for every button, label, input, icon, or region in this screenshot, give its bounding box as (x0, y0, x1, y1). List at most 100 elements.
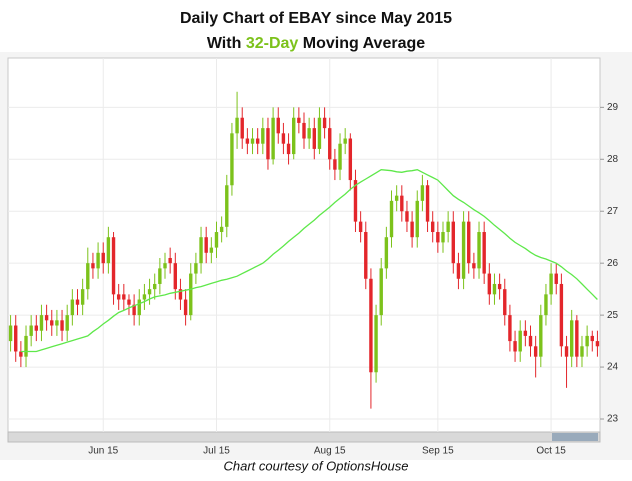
candle-body (153, 283, 157, 290)
candle-body (467, 221, 471, 264)
candle-body (415, 200, 419, 238)
candle-body (554, 273, 558, 284)
candle-body (34, 325, 39, 331)
candle-body (204, 237, 208, 253)
candle-body (86, 263, 90, 290)
candle-body (91, 263, 95, 269)
candle-body (281, 133, 286, 144)
candle-body (564, 346, 569, 357)
y-tick-label: 28 (607, 154, 619, 165)
candle-body (189, 273, 193, 316)
candle-body (127, 299, 131, 305)
candle-body (240, 117, 244, 139)
candle-body (24, 335, 28, 357)
candle-body (158, 268, 162, 284)
candle-body (497, 283, 502, 290)
candle-body (575, 320, 579, 357)
candle-body (75, 299, 80, 305)
x-tick-label: Aug 15 (314, 446, 346, 457)
candle-body (286, 143, 291, 155)
candle-body (96, 252, 100, 269)
candle-body (446, 221, 450, 233)
candle-body (235, 117, 239, 134)
candle-body (513, 341, 517, 352)
candle-body (8, 325, 13, 342)
moving-average-line (20, 169, 598, 353)
candle-body (307, 128, 311, 139)
candle-body (523, 330, 528, 336)
candle-body (528, 335, 533, 347)
subtitle-part: With (207, 35, 242, 52)
candle-body (425, 185, 430, 222)
candle-body (209, 247, 214, 253)
subtitle-highlight: 32-Day (246, 35, 299, 52)
candle-body (111, 237, 116, 295)
candle-body (338, 143, 342, 170)
x-tick-label: Jul 15 (203, 446, 230, 457)
candle-body (219, 226, 224, 233)
candle-body (29, 325, 33, 336)
candle-body (333, 159, 337, 170)
candle-body (369, 278, 373, 373)
chart-title: Daily Chart of EBAY since May 2015 (180, 10, 452, 27)
candle-body (44, 315, 49, 321)
candle-body (585, 335, 589, 347)
y-tick-label: 29 (607, 102, 619, 113)
candle-body (508, 315, 512, 342)
candle-body (518, 330, 522, 352)
scrollbar (7, 431, 601, 443)
candle-body (199, 237, 203, 264)
y-tick-label: 27 (607, 206, 619, 217)
candle-body (384, 237, 389, 269)
candle-body (328, 128, 332, 160)
candle-body (317, 117, 322, 149)
candle-body (173, 263, 178, 290)
candle-body (472, 263, 476, 269)
candle-body (590, 335, 594, 342)
candle-body (292, 117, 296, 155)
candle-body (379, 268, 383, 316)
candle-body (441, 232, 445, 243)
candle-body (400, 195, 404, 212)
candle-body (137, 299, 141, 316)
x-tick-label: Jun 15 (88, 446, 118, 457)
candle-body (420, 185, 425, 201)
chart-footer: Chart courtesy of OptionsHouse (224, 458, 409, 473)
candle-body (559, 283, 564, 347)
candle-body (322, 117, 327, 129)
candle-body (142, 294, 147, 300)
candle-body (116, 294, 121, 300)
candle-body (14, 325, 18, 352)
candle-body (55, 320, 59, 326)
x-tick-label: Sep 15 (422, 446, 454, 457)
candle-body (60, 320, 64, 331)
candle-body (80, 289, 85, 305)
candle-body (312, 128, 316, 149)
candle-body (533, 346, 538, 357)
candle-body (539, 315, 543, 357)
candle-body (147, 289, 152, 295)
candle-body (225, 185, 229, 227)
candle-body (271, 117, 275, 160)
candle-body (595, 341, 600, 347)
candle-body (394, 195, 399, 201)
candle-body (544, 294, 548, 316)
candle-body (492, 283, 497, 295)
candle-body (389, 200, 394, 238)
candle-body (194, 263, 198, 274)
candle-body (297, 117, 301, 123)
candle-body (266, 128, 270, 160)
candle-body (122, 294, 126, 300)
candle-body (19, 351, 23, 357)
candle-body (410, 221, 414, 238)
candle-body (364, 232, 368, 279)
candle-body (178, 289, 183, 300)
candle-body (436, 232, 440, 243)
chart-subtitle: With 32-Day Moving Average (207, 35, 425, 52)
candle-body (250, 138, 255, 144)
candle-body (163, 263, 167, 269)
candle-body (461, 221, 466, 279)
candle-body (477, 232, 481, 269)
